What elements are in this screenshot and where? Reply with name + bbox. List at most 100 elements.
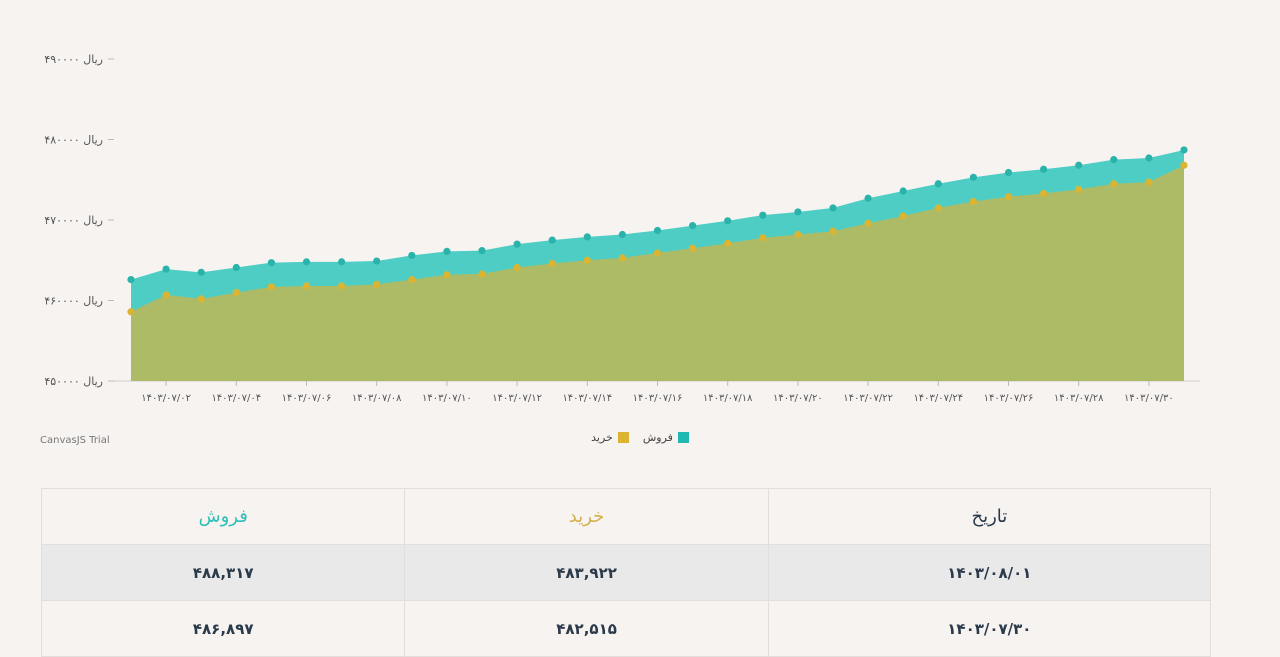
data-point-series-0	[127, 275, 135, 284]
data-point-series-1	[583, 256, 591, 264]
cell-sell: ۴۸۶,۸۹۷	[40, 600, 406, 657]
data-point-series-1	[864, 219, 872, 227]
y-tick-label: ۴۹۰۰۰۰ ریال	[44, 53, 103, 66]
data-point-series-0	[232, 263, 240, 272]
data-point-series-0	[408, 251, 416, 260]
data-point-series-0	[1180, 146, 1188, 154]
data-point-series-0	[618, 230, 627, 239]
x-tick-label: ۱۴۰۳/۰۷/۱۸	[703, 393, 753, 404]
legend-swatch-buy	[617, 432, 629, 443]
data-point-series-1	[689, 244, 697, 252]
header-date: تاریخ	[767, 488, 1212, 545]
legend-label-sell: فروش	[642, 431, 673, 444]
data-point-series-1	[759, 234, 767, 242]
data-point-series-1	[548, 259, 556, 268]
data-point-series-1	[969, 197, 978, 206]
chart-svg: ۴۵۰۰۰۰ ریال ۴۶۰۰۰۰ ریال ۴۷۰۰۰۰ ریال ۴۸۰۰۰۰ …	[44, 53, 1200, 404]
x-tick-label: ۱۴۰۳/۰۷/۱۰	[422, 393, 472, 404]
x-tick-label: ۱۴۰۳/۰۷/۲۰	[773, 393, 823, 404]
data-point-series-1	[653, 249, 662, 257]
x-tick-label: ۱۴۰۳/۰۷/۱۶	[633, 393, 683, 404]
cell-date: ۱۴۰۳/۰۸/۰۱	[767, 544, 1212, 601]
data-point-series-0	[1075, 161, 1083, 169]
data-point-series-1	[1075, 185, 1083, 194]
price-table: تاریخ خرید فروش ۱۴۰۳/۰۸/۰۱ ۴۸۳,۹۲۲ ۴۸۸,۳…	[40, 488, 1212, 657]
y-tick-label: ۴۸۰۰۰۰ ریال	[44, 134, 103, 147]
data-point-series-1	[1180, 161, 1188, 169]
header-sell: فروش	[40, 488, 406, 545]
chart-watermark: CanvasJS Trial	[40, 435, 110, 446]
data-point-series-1	[408, 275, 416, 284]
area-series-1	[131, 165, 1184, 381]
data-point-series-0	[302, 258, 311, 266]
data-point-series-1	[373, 280, 381, 288]
data-point-series-0	[864, 194, 872, 202]
data-point-series-1	[232, 288, 240, 297]
x-tick-label: ۱۴۰۳/۰۷/۱۴	[562, 393, 612, 404]
x-tick-label: ۱۴۰۳/۰۷/۰۶	[282, 393, 332, 404]
x-tick-label: ۱۴۰۳/۰۷/۳۰	[1124, 393, 1174, 404]
data-point-series-1	[724, 239, 732, 247]
cell-date: ۱۴۰۳/۰۷/۳۰	[767, 600, 1212, 657]
data-point-series-0	[759, 211, 767, 219]
cell-buy: ۴۸۲,۵۱۵	[404, 600, 769, 657]
data-point-series-1	[618, 254, 627, 262]
cell-buy: ۴۸۳,۹۲۲	[404, 544, 769, 601]
data-point-series-1	[478, 270, 486, 278]
y-tick-label: ۴۷۰۰۰۰ ریال	[44, 214, 103, 227]
data-point-series-0	[794, 208, 802, 216]
x-tick-label: ۱۴۰۳/۰۷/۲۶	[984, 393, 1034, 404]
data-point-series-1	[162, 291, 170, 299]
data-point-series-0	[478, 246, 486, 255]
x-tick-label: ۱۴۰۳/۰۷/۰۲	[141, 393, 191, 404]
data-point-series-0	[653, 226, 662, 235]
data-point-series-0	[583, 233, 591, 241]
chart-legend: فروش خرید	[0, 431, 1280, 444]
data-point-series-1	[899, 212, 907, 220]
y-tick-label: ۴۶۰۰۰۰ ریال	[44, 295, 103, 308]
y-tick-label: ۴۵۰۰۰۰ ریال	[44, 375, 103, 388]
legend-item-buy[interactable]: خرید	[591, 431, 629, 444]
table-row: ۱۴۰۳/۰۸/۰۱ ۴۸۳,۹۲۲ ۴۸۸,۳۱۷	[40, 544, 1212, 601]
data-point-series-0	[162, 265, 170, 273]
legend-swatch-sell	[677, 432, 689, 443]
data-point-series-0	[338, 258, 346, 266]
area-chart: ۴۵۰۰۰۰ ریال ۴۶۰۰۰۰ ریال ۴۷۰۰۰۰ ریال ۴۸۰۰۰۰ …	[44, 53, 1200, 404]
data-point-series-0	[934, 180, 942, 188]
data-point-series-0	[197, 268, 205, 276]
x-tick-label: ۱۴۰۳/۰۷/۰۸	[352, 393, 402, 404]
data-point-series-1	[1110, 180, 1118, 188]
data-point-series-0	[724, 217, 732, 225]
data-point-series-1	[267, 283, 275, 291]
data-point-series-1	[443, 271, 451, 279]
x-tick-label: ۱۴۰۳/۰۷/۲۲	[843, 393, 893, 404]
data-point-series-0	[899, 187, 907, 195]
data-point-series-1	[127, 308, 135, 316]
data-point-series-0	[1145, 154, 1153, 162]
data-point-series-1	[338, 282, 346, 290]
data-point-series-0	[1110, 156, 1118, 164]
data-point-series-1	[1145, 178, 1153, 186]
data-point-series-1	[794, 230, 802, 239]
x-tick-label: ۱۴۰۳/۰۷/۲۴	[913, 393, 963, 404]
data-point-series-1	[197, 295, 205, 303]
data-point-series-0	[443, 247, 451, 255]
data-point-series-0	[373, 257, 381, 265]
data-point-series-1	[934, 204, 942, 212]
data-point-series-0	[969, 173, 978, 181]
x-tick-label: ۱۴۰۳/۰۷/۰۴	[211, 393, 261, 404]
data-point-series-0	[1004, 168, 1013, 177]
data-point-series-1	[302, 282, 311, 290]
data-point-series-1	[1040, 189, 1048, 198]
data-point-series-0	[548, 236, 556, 244]
data-point-series-0	[829, 204, 837, 212]
data-point-series-0	[689, 222, 697, 230]
data-point-series-1	[1004, 193, 1013, 201]
header-buy: خرید	[404, 488, 769, 545]
data-point-series-0	[1040, 165, 1048, 173]
data-point-series-1	[513, 263, 521, 272]
data-point-series-0	[513, 240, 521, 248]
legend-item-sell[interactable]: فروش	[643, 431, 689, 444]
x-tick-label: ۱۴۰۳/۰۷/۱۲	[492, 393, 542, 404]
table-row: ۱۴۰۳/۰۷/۳۰ ۴۸۲,۵۱۵ ۴۸۶,۸۹۷	[40, 600, 1212, 657]
